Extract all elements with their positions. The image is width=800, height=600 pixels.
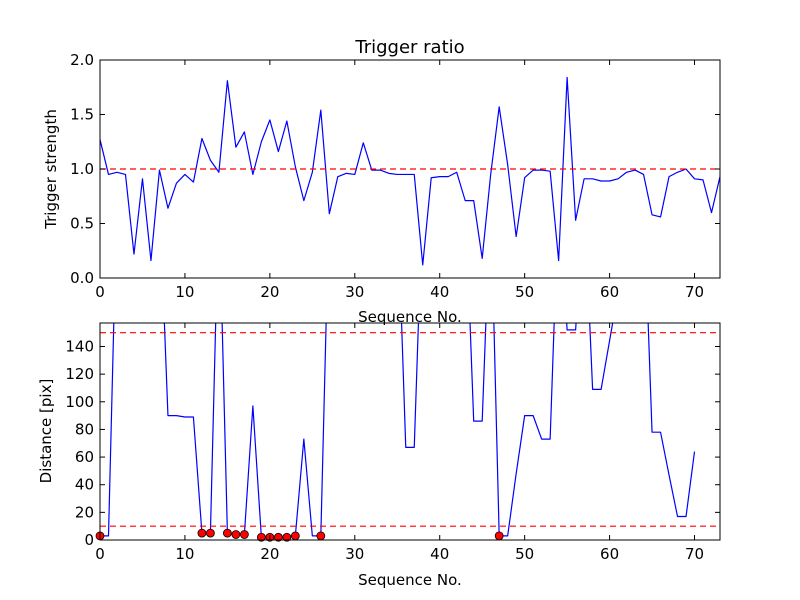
distance-y-tick-label: 140	[65, 337, 94, 355]
distance-y-ticks: 0 20 40 60 80 100 120 140	[65, 337, 720, 549]
trigger-ratio-y-tick-label: 1.5	[70, 106, 94, 124]
distance-marker-point	[197, 528, 207, 538]
trigger-ratio-x-tick-label: 70	[685, 283, 704, 301]
trigger-ratio-x-tick-label: 10	[175, 283, 194, 301]
distance-series-group	[100, 323, 696, 538]
distance-marker-point	[273, 532, 283, 542]
distance-x-tick-label: 10	[175, 545, 194, 563]
distance-y-tick-label: 100	[65, 393, 94, 411]
distance-marker-point	[222, 528, 232, 538]
distance-marker-group	[95, 528, 504, 542]
distance-x-tick-label: 0	[95, 545, 105, 563]
distance-marker-point	[231, 530, 241, 539]
distance-y-axis-label: Distance [pix]	[37, 379, 55, 484]
trigger-ratio-y-tick-label: 0.0	[70, 269, 94, 287]
trigger-ratio-series-group	[99, 76, 721, 266]
distance-y-tick-label: 80	[75, 420, 94, 438]
distance-marker-point	[206, 528, 215, 538]
distance-y-tick-label: 120	[65, 365, 94, 383]
trigger-ratio-series-line	[99, 76, 721, 266]
distance-x-ticks: 0 10 20 30 40 50 60 70	[95, 323, 704, 563]
distance-x-tick-label: 50	[515, 545, 534, 563]
distance-x-tick-label: 40	[430, 545, 449, 563]
distance-plot: 0 10 20 30 40 50 60 70 0 20 40 60 80 100 120 140 Seque…	[37, 322, 721, 589]
distance-x-axis-label: Sequence No.	[358, 571, 462, 589]
trigger-ratio-x-tick-label: 0	[95, 283, 105, 301]
trigger-ratio-x-ticks: 0 10 20 30 40 50 60 70	[95, 60, 704, 301]
distance-axes-frame	[99, 322, 721, 541]
trigger-ratio-x-tick-label: 20	[260, 283, 279, 301]
trigger-ratio-x-tick-label: 60	[600, 283, 619, 301]
distance-reference-lines	[100, 332, 720, 527]
trigger-ratio-x-tick-label: 40	[430, 283, 449, 301]
distance-y-tick-label: 20	[75, 503, 94, 521]
distance-x-tick-label: 30	[345, 545, 364, 563]
trigger-ratio-plot: Trigger ratio 0 10 20 30 40 50 60 70 0.0 0.5 1.0 1…	[42, 37, 721, 326]
trigger-ratio-y-tick-label: 0.5	[70, 215, 94, 233]
distance-y-tick-label: 60	[75, 448, 94, 466]
distance-y-tick-label: 40	[75, 476, 94, 494]
distance-series-line	[100, 323, 696, 538]
distance-marker-point	[282, 532, 292, 542]
distance-marker-point	[494, 531, 504, 541]
chart-title: Trigger ratio	[354, 37, 464, 58]
distance-y-tick-label: 0	[84, 531, 94, 549]
trigger-ratio-y-tick-label: 2.0	[70, 51, 94, 69]
trigger-ratio-x-axis-label: Sequence No.	[358, 308, 462, 326]
trigger-ratio-y-axis-label: Trigger strength	[42, 109, 60, 230]
trigger-ratio-y-ticks: 0.0 0.5 1.0 1.5 2.0	[70, 51, 720, 287]
distance-marker-point	[290, 531, 300, 541]
distance-x-tick-label: 60	[600, 545, 619, 563]
distance-x-tick-label: 20	[260, 545, 279, 563]
distance-marker-point	[316, 531, 326, 541]
trigger-ratio-x-tick-label: 30	[345, 283, 364, 301]
distance-marker-point	[239, 530, 249, 539]
distance-x-tick-label: 70	[685, 545, 704, 563]
distance-marker-point	[256, 532, 266, 542]
trigger-ratio-y-tick-label: 1.0	[70, 160, 94, 178]
trigger-ratio-x-tick-label: 50	[515, 283, 534, 301]
